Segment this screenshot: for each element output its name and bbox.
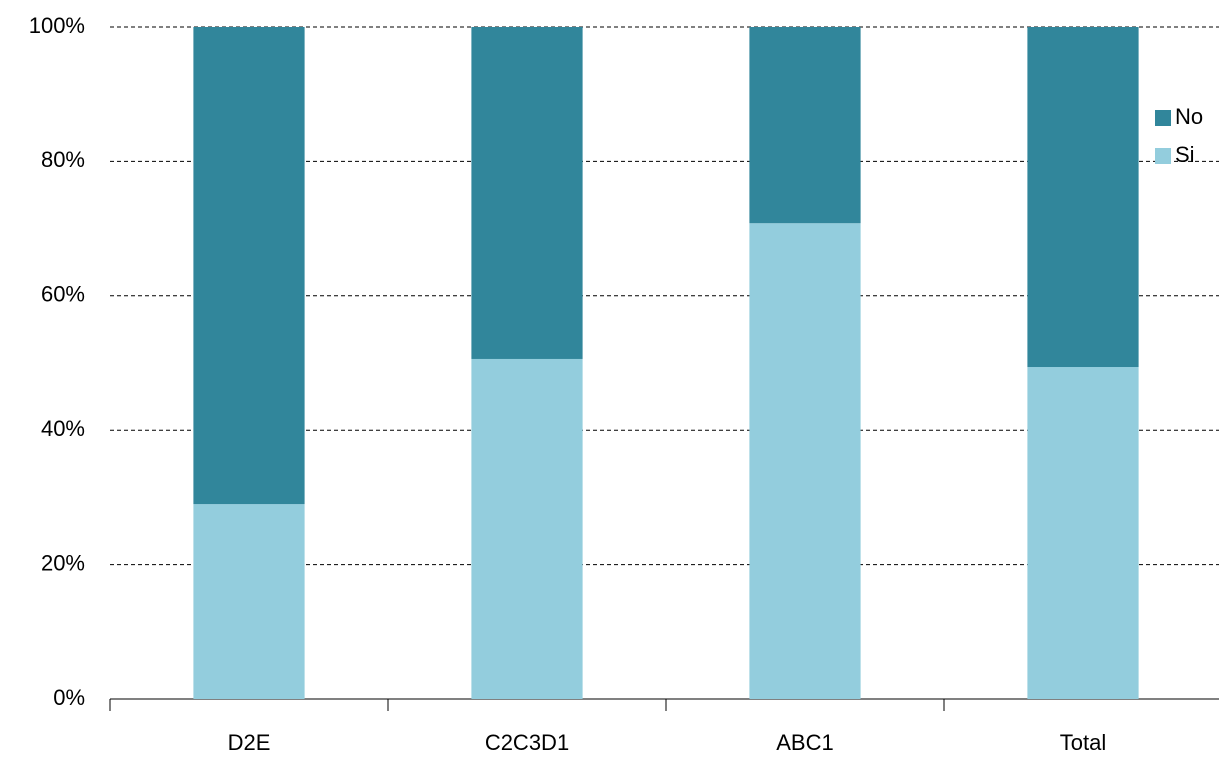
x-tick-label: C2C3D1 bbox=[485, 730, 569, 755]
y-tick-label: 100% bbox=[29, 13, 85, 38]
bar-segment bbox=[1027, 27, 1139, 368]
bar-segment bbox=[1027, 367, 1139, 699]
legend-label: No bbox=[1175, 104, 1203, 129]
x-tick-label: D2E bbox=[228, 730, 271, 755]
bar-segment bbox=[471, 358, 583, 699]
bar-segment bbox=[749, 223, 861, 699]
x-tick-label: ABC1 bbox=[776, 730, 833, 755]
legend-swatch bbox=[1155, 110, 1171, 126]
y-tick-label: 40% bbox=[41, 416, 85, 441]
y-tick-label: 20% bbox=[41, 550, 85, 575]
bar-segment bbox=[193, 27, 305, 505]
bar-segment bbox=[749, 27, 861, 224]
bar-segment bbox=[193, 504, 305, 699]
bar-segment bbox=[471, 27, 583, 359]
y-tick-label: 0% bbox=[53, 685, 85, 710]
legend-label: Si bbox=[1175, 142, 1195, 167]
x-tick-label: Total bbox=[1060, 730, 1106, 755]
y-tick-label: 80% bbox=[41, 147, 85, 172]
y-tick-label: 60% bbox=[41, 282, 85, 307]
legend-swatch bbox=[1155, 148, 1171, 164]
